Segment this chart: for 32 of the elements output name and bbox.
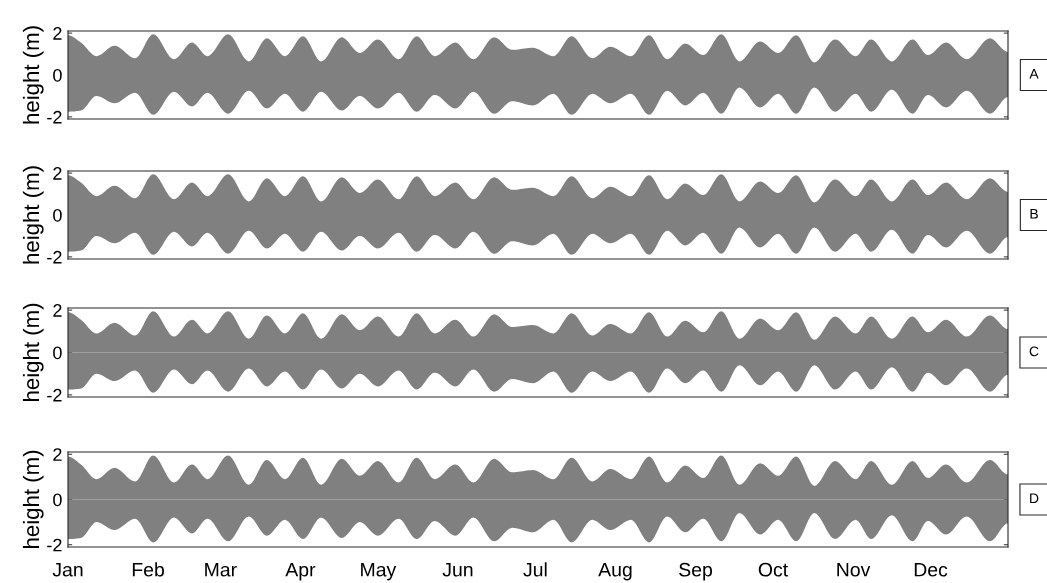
x-tick-label: Jan bbox=[52, 562, 83, 577]
x-tick-label: May bbox=[361, 562, 397, 581]
y-axis-title: height (m) bbox=[22, 26, 44, 124]
x-tick-label: Dec bbox=[914, 562, 948, 577]
x-tick-label: Aug bbox=[598, 562, 632, 581]
text: B bbox=[1030, 209, 1038, 219]
y-tick-label: 2 bbox=[53, 167, 62, 180]
y-tick-label: -2 bbox=[47, 538, 62, 552]
x-tick-label: Jun bbox=[442, 562, 473, 577]
text: A bbox=[1029, 69, 1039, 79]
y-tick-label: 0 bbox=[53, 208, 62, 222]
y-tick-label: -2 bbox=[47, 110, 62, 124]
x-tick-label: Sep bbox=[679, 562, 713, 581]
y-axis-title: height (m) bbox=[22, 303, 44, 401]
y-tick-label: 2 bbox=[53, 304, 62, 317]
x-tick-label: Apr bbox=[285, 562, 316, 581]
y-axis-title: height (m) bbox=[22, 450, 44, 548]
text: D bbox=[1030, 493, 1039, 504]
x-tick-label: Feb bbox=[132, 562, 164, 577]
y-tick-label: 0 bbox=[53, 493, 62, 507]
x-tick-label: Oct bbox=[758, 562, 788, 577]
y-tick-label: 0 bbox=[53, 68, 62, 82]
text: C bbox=[1029, 346, 1039, 357]
y-tick-label: -2 bbox=[47, 250, 62, 264]
y-tick-label: 2 bbox=[53, 448, 62, 461]
y-tick-label: 2 bbox=[53, 27, 62, 40]
x-tick-label: Nov bbox=[837, 562, 871, 577]
x-tick-label: Jul bbox=[523, 562, 547, 577]
x-tick-label: Mar bbox=[205, 562, 237, 577]
y-axis-title: height (m) bbox=[22, 166, 44, 264]
y-tick-label: 0 bbox=[53, 346, 62, 360]
y-tick-label: -2 bbox=[47, 388, 62, 402]
